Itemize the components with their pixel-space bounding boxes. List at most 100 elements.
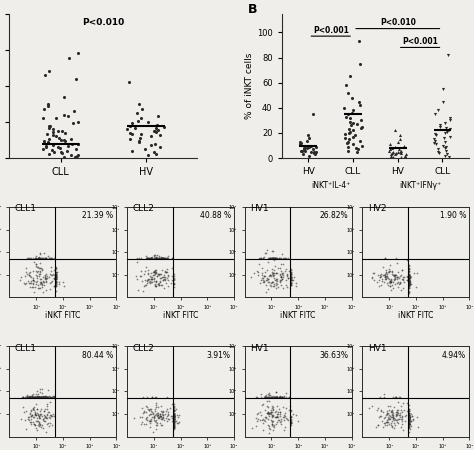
Point [153, 425, 160, 432]
Point [395, 281, 403, 288]
Point [35, 394, 43, 401]
Point [19, 394, 27, 401]
Point [261, 406, 268, 414]
Point [287, 274, 295, 281]
Point [383, 273, 391, 280]
Point [36, 421, 43, 428]
Point [170, 279, 177, 287]
Point [35, 254, 42, 261]
Point [270, 254, 277, 261]
Point [305, 135, 312, 142]
Point [22, 407, 30, 414]
Point [405, 412, 413, 419]
Point [164, 272, 172, 279]
Point [137, 421, 145, 428]
Point [273, 270, 280, 277]
Point [405, 420, 413, 427]
Point [159, 407, 167, 414]
Point [71, 108, 78, 115]
Point [65, 55, 73, 62]
Point [170, 403, 177, 410]
Point [164, 252, 172, 260]
Point [346, 129, 353, 136]
Point [266, 271, 273, 278]
Point [310, 149, 318, 157]
Point [34, 392, 41, 400]
Point [32, 394, 39, 401]
Point [174, 413, 182, 420]
Point [278, 269, 285, 276]
Point [38, 394, 46, 401]
Point [391, 272, 399, 279]
Point [401, 152, 408, 159]
Point [144, 275, 152, 283]
Point [36, 249, 44, 256]
Point [172, 418, 179, 425]
Point [287, 279, 295, 286]
Point [405, 270, 413, 278]
Point [356, 102, 364, 109]
Point [24, 394, 32, 401]
Point [388, 423, 396, 431]
Point [49, 254, 56, 261]
Point [342, 81, 350, 89]
Point [285, 406, 293, 414]
Point [269, 273, 277, 280]
Point [52, 275, 60, 282]
Point [271, 414, 279, 421]
Point [307, 142, 315, 149]
Point [40, 394, 48, 401]
Point [401, 412, 409, 419]
Point [29, 254, 37, 261]
Point [405, 414, 413, 421]
Point [358, 142, 365, 149]
Point [398, 415, 405, 423]
Point [151, 283, 158, 290]
Point [405, 414, 413, 421]
Point [36, 389, 44, 396]
Point [400, 399, 407, 406]
Point [405, 288, 413, 296]
Point [394, 269, 402, 276]
Point [151, 411, 158, 418]
Point [287, 418, 295, 426]
Text: 26.82%: 26.82% [320, 212, 348, 220]
Point [47, 267, 55, 274]
Point [405, 288, 413, 295]
Point [19, 394, 27, 401]
Point [32, 271, 39, 279]
Point [276, 418, 284, 426]
Point [283, 394, 290, 401]
Point [52, 273, 60, 280]
Point [170, 423, 177, 431]
Point [25, 394, 33, 401]
Point [271, 276, 279, 283]
Point [41, 272, 48, 279]
Point [390, 277, 397, 284]
Point [26, 394, 33, 401]
Point [32, 268, 39, 275]
Point [52, 280, 60, 288]
Point [159, 411, 167, 418]
Point [311, 151, 319, 158]
Point [400, 275, 407, 282]
Point [45, 124, 53, 131]
Point [34, 394, 41, 401]
Point [170, 280, 177, 287]
Text: HV1: HV1 [250, 204, 269, 213]
Point [405, 278, 413, 285]
Point [32, 394, 40, 401]
Point [268, 413, 276, 420]
Point [405, 271, 413, 278]
Point [266, 426, 274, 433]
Point [43, 394, 50, 401]
Point [284, 275, 292, 282]
Point [39, 394, 46, 401]
Point [264, 275, 272, 282]
Point [345, 89, 352, 96]
Point [52, 279, 60, 286]
Point [377, 408, 385, 415]
Point [430, 140, 438, 147]
Point [436, 122, 443, 129]
Point [143, 254, 151, 261]
